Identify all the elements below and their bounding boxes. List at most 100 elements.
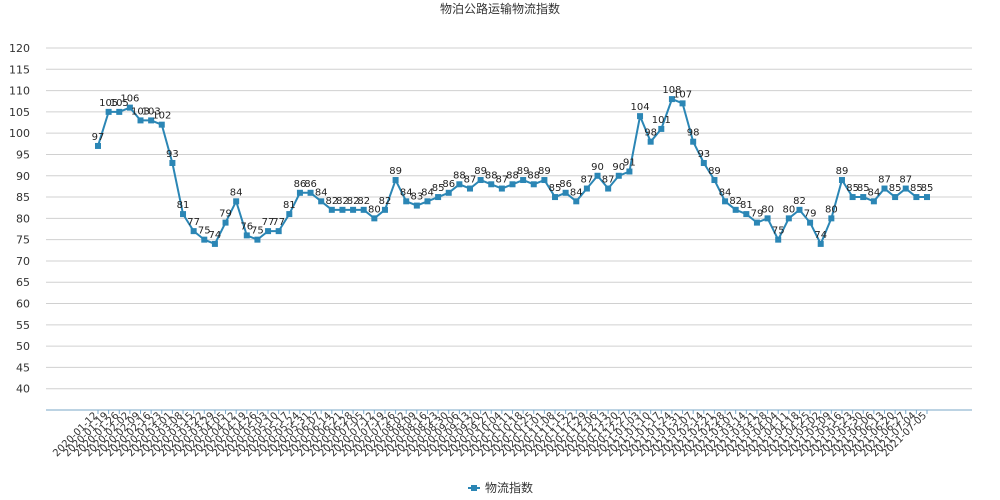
data-label: 89 [517,166,530,177]
data-label: 81 [177,200,190,211]
data-point [477,177,484,184]
y-tick-label: 90 [16,170,30,183]
data-point [350,206,357,213]
data-point [892,194,899,201]
data-label: 88 [506,170,519,181]
data-label: 76 [240,221,253,232]
data-point [530,181,537,188]
data-point [605,185,612,192]
data-label: 93 [697,149,710,160]
data-label: 85 [857,183,870,194]
data-label: 75 [251,226,264,237]
data-label: 102 [152,111,171,122]
data-label: 85 [910,183,923,194]
data-point [233,198,240,205]
data-label: 107 [673,89,692,100]
y-tick-label: 60 [16,298,30,311]
data-label: 77 [262,217,275,228]
data-point [807,219,814,226]
data-point [180,211,187,218]
data-point [424,198,431,205]
data-point [509,181,516,188]
y-tick-label: 50 [16,340,30,353]
data-point [392,177,399,184]
data-point [817,240,824,247]
data-point [775,236,782,243]
data-label: 82 [347,196,360,207]
y-tick-label: 65 [16,276,30,289]
y-tick-label: 100 [9,127,30,140]
data-point [381,206,388,213]
data-label: 90 [612,162,625,173]
chart-title: 物泊公路运输物流指数 [440,1,560,16]
data-label: 80 [368,204,381,215]
data-label: 82 [379,196,392,207]
data-label: 104 [630,102,649,113]
data-point [828,215,835,222]
data-point [307,189,314,196]
y-tick-label: 70 [16,255,30,268]
data-point [488,181,495,188]
data-label: 88 [485,170,498,181]
data-label: 86 [294,179,307,190]
data-label: 87 [581,175,594,186]
data-label: 88 [453,170,466,181]
data-point [105,108,112,115]
data-point [562,189,569,196]
data-label: 79 [804,209,817,220]
data-point [126,104,133,111]
data-point [148,117,155,124]
data-label: 86 [304,179,317,190]
data-point [902,185,909,192]
data-label: 75 [198,226,211,237]
data-label: 83 [410,192,423,203]
data-label: 84 [719,187,732,198]
data-point [328,206,335,213]
y-tick-label: 95 [16,148,30,161]
data-label: 79 [219,209,232,220]
data-point [169,159,176,166]
data-label: 82 [357,196,370,207]
data-point [690,138,697,145]
data-point [275,228,282,235]
data-point [541,177,548,184]
data-point [371,215,378,222]
data-label: 105 [110,98,129,109]
data-point [637,113,644,120]
legend: 物流指数 [468,480,533,495]
data-label: 90 [591,162,604,173]
y-tick-label: 115 [9,63,30,76]
data-point [722,198,729,205]
data-point [456,181,463,188]
legend-series-label: 物流指数 [485,480,533,495]
data-label: 105 [99,98,118,109]
data-point [403,198,410,205]
data-label: 89 [538,166,551,177]
data-label: 77 [272,217,285,228]
data-point [286,211,293,218]
data-label: 82 [325,196,338,207]
data-label: 77 [187,217,200,228]
data-label: 74 [814,230,827,241]
data-point [743,211,750,218]
data-label: 91 [623,158,636,169]
data-label: 85 [432,183,445,194]
data-label: 80 [782,204,795,215]
data-label: 84 [400,187,413,198]
data-label: 84 [421,187,434,198]
data-label: 86 [559,179,572,190]
data-point [594,172,601,179]
grid-layer [46,47,972,390]
y-tick-label: 120 [9,42,30,55]
data-label: 85 [889,183,902,194]
data-label: 74 [209,230,222,241]
data-point [265,228,272,235]
data-point [95,142,101,149]
data-point [190,228,197,235]
data-point [870,198,877,205]
data-label: 79 [751,209,764,220]
data-point [573,198,580,205]
data-label: 81 [740,200,753,211]
data-label: 103 [142,106,161,117]
